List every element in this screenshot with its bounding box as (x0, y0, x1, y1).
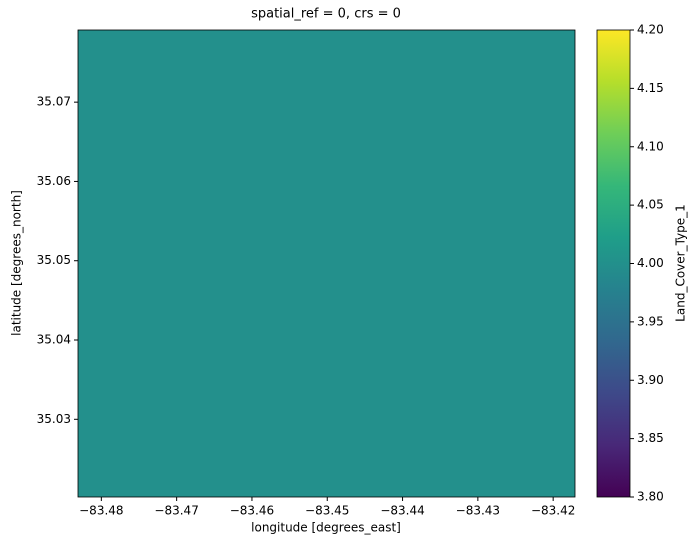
colorbar-tick-label: 3.95 (637, 314, 664, 328)
heatmap-cell (78, 30, 575, 497)
x-tick-label: −83.45 (305, 504, 349, 518)
chart-title: spatial_ref = 0, crs = 0 (251, 7, 401, 22)
x-tick-label: −83.46 (230, 504, 274, 518)
x-tick-label: −83.43 (456, 504, 500, 518)
y-tick-label: 35.03 (37, 412, 71, 426)
y-tick-label: 35.07 (37, 95, 71, 109)
y-tick-label: 35.05 (37, 253, 71, 267)
colorbar-label: Land_Cover_Type_1 (674, 204, 688, 322)
colorbar-tick-label: 3.85 (637, 431, 664, 445)
colorbar (596, 29, 631, 498)
x-tick-label: −83.47 (154, 504, 198, 518)
colorbar-tick-label: 4.15 (637, 81, 664, 95)
colorbar-tick-label: 4.20 (637, 23, 664, 37)
x-axis-label: longitude [degrees_east] (251, 521, 401, 535)
colorbar-tick-label: 4.10 (637, 139, 664, 153)
y-tick-label: 35.04 (37, 333, 71, 347)
y-tick-label: 35.06 (37, 174, 71, 188)
x-tick-label: −83.44 (380, 504, 424, 518)
colorbar-tick-label: 3.90 (637, 373, 664, 387)
colorbar-tick-label: 4.05 (637, 198, 664, 212)
y-axis-label: latitude [degrees_north] (10, 190, 24, 336)
colorbar-tick-label: 4.00 (637, 256, 664, 270)
plot-frame (77, 29, 576, 498)
x-tick-label: −83.42 (531, 504, 575, 518)
x-tick-label: −83.48 (79, 504, 123, 518)
colorbar-tick-label: 3.80 (637, 490, 664, 504)
